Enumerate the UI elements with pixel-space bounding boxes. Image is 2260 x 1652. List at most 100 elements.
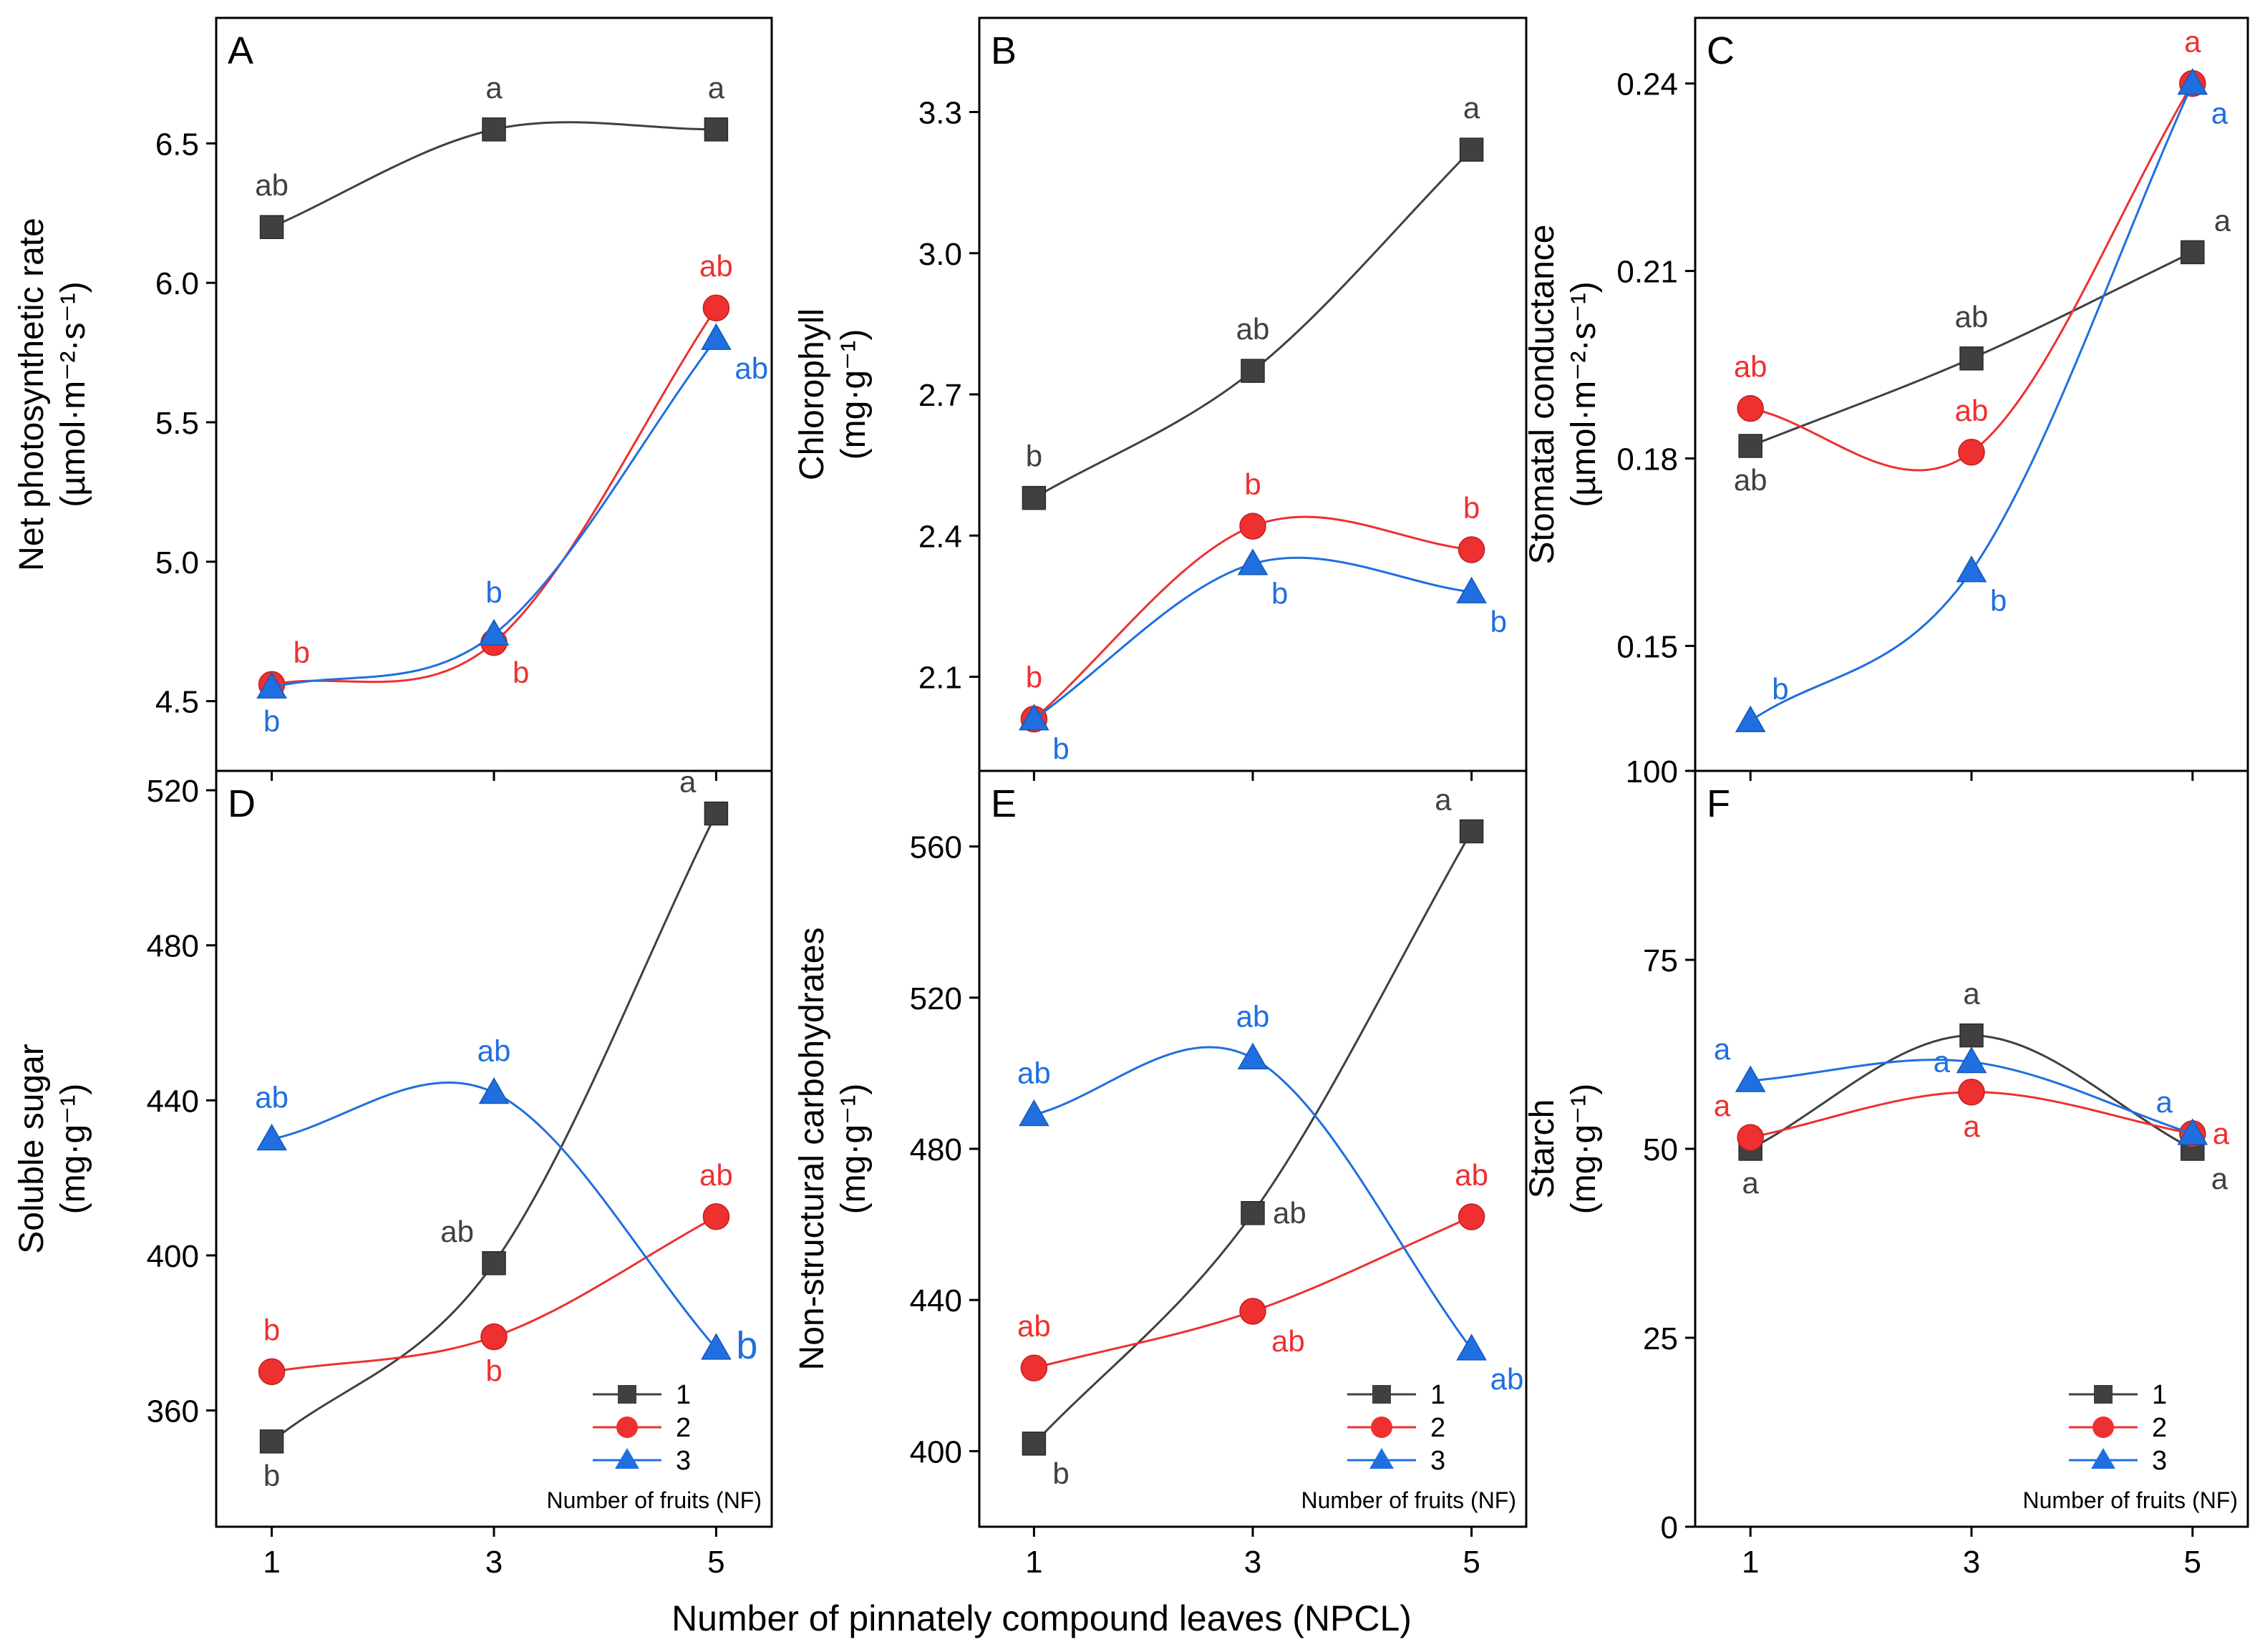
significance-letter: ab [734,351,768,385]
y-axis-label: Stomatal conductance (µmol·m⁻²·s⁻¹) [1523,225,1603,565]
legend-marker [2092,1417,2114,1438]
significance-letter: ab [1455,1158,1488,1192]
significance-letter: ab [1734,463,1767,497]
panel-a: 4.5 5.0 5.5 6.0 6.5 Net photosynthetic rate (µ… [13,16,773,781]
series-3: b b a [1735,68,2229,732]
series-2: ab ab ab [1017,1158,1488,1381]
significance-letter: ab [255,168,288,202]
data-point [1022,1432,1047,1456]
x-tick-label: 1 [263,1545,280,1580]
y-tick-label: 0.21 [1616,255,1678,290]
y-tick-label: 0.18 [1616,442,1678,477]
data-point [1959,346,1984,371]
series-line [271,307,717,686]
y-tick-label: 0.24 [1616,67,1678,102]
y-tick-label: 440 [910,1283,962,1318]
y-axis-label-line: (mg·g⁻¹) [54,1084,92,1215]
data-point [1458,536,1485,563]
series-3: a aa [1714,1032,2208,1145]
significance-letter: a [708,71,725,105]
series-1: ab ab a [1734,203,2231,497]
legend: 123 Number of fruits (NF) [2023,1380,2238,1513]
significance-letter: a [1714,1089,1731,1122]
legend-title: Number of fruits (NF) [547,1487,762,1513]
x-tick-label: 3 [485,1545,503,1580]
data-point [482,117,506,142]
series-2: b b ab [258,1158,733,1388]
y-tick-label: 360 [147,1394,199,1429]
significance-letter: b [1244,467,1261,501]
data-point [1735,1065,1766,1092]
significance-letter: a [1934,1045,1951,1079]
panel-d: 360 400 440 480 520 1 3 5 Soluble sugar (mg·g⁻¹) D… [13,765,773,1580]
data-point [480,1323,508,1351]
data-point [482,1251,506,1276]
y-axis-label-line: (mg·g⁻¹) [835,1084,873,1215]
y-tick-label: 4.5 [155,685,199,720]
series-line [271,1081,717,1349]
x-tick-label: 5 [707,1545,724,1580]
legend-title: Number of fruits (NF) [1301,1487,1516,1513]
significance-letter: b [736,1324,757,1367]
y-axis-label: Starch (mg·g⁻¹) [1523,1084,1603,1215]
legend: 123 Number of fruits (NF) [1301,1380,1516,1513]
x-tick-label: 5 [1463,1545,1480,1580]
significance-letter: ab [1236,999,1270,1033]
significance-letter: a [1435,782,1452,816]
data-point [1459,137,1484,162]
significance-letter: a [1742,1166,1760,1200]
y-tick-label: 100 [1626,754,1678,789]
significance-letter: b [1052,732,1069,766]
x-tick-label: 3 [1244,1545,1261,1580]
data-point [704,801,729,826]
legend-marker [2094,1385,2113,1404]
legend-marker [618,1385,636,1404]
legend-marker [1372,1385,1391,1404]
y-tick-label: 5.0 [155,545,199,580]
series-2: aa a [1714,1079,2230,1151]
data-point [258,1358,286,1386]
y-axis-label-line: (mg·g⁻¹) [1565,1084,1603,1215]
data-point [1020,1354,1048,1381]
series-line [1033,515,1472,720]
significance-letter: b [513,656,529,689]
x-tick-label: 5 [2184,1545,2201,1580]
y-tick-label: 3.3 [918,96,962,131]
y-tick-label: 50 [1643,1132,1678,1167]
data-point [1737,394,1764,422]
legend-label: 2 [1430,1413,1445,1443]
x-tick-label: 1 [1025,1545,1042,1580]
y-axis-label: Soluble sugar (mg·g⁻¹) [13,1044,92,1254]
significance-letter: a [1963,1109,1980,1143]
legend-label: 2 [676,1413,691,1443]
data-point [1735,705,1766,732]
data-point [259,1429,284,1454]
significance-letter: b [1990,584,2007,618]
data-point [1239,1298,1266,1325]
y-tick-label: 520 [147,774,199,809]
panel-label: C [1707,29,1735,72]
y-tick-label: 6.0 [155,266,199,301]
legend-title: Number of fruits (NF) [2023,1487,2238,1513]
y-tick-label: 5.5 [155,406,199,441]
significance-letter: a [2214,203,2231,237]
significance-letter: a [485,71,503,105]
x-tick-label: 3 [1963,1545,1980,1580]
y-tick-label: 400 [147,1239,199,1274]
panel-label: B [991,29,1017,72]
data-point [1959,1023,1984,1048]
significance-letter: ab [1955,300,1989,334]
significance-letter: b [1463,491,1480,525]
significance-letter: b [294,636,310,669]
data-point [1239,512,1266,540]
y-axis-label-line: (µmol·m⁻²·s⁻¹) [54,281,92,507]
x-tick-label: 1 [1742,1545,1759,1580]
significance-letter: ab [440,1215,474,1248]
significance-letter: a [679,765,697,799]
y-tick-label: 520 [910,981,962,1016]
y-axis-label: Non-structural carbohydrates (mg·g⁻¹) [793,928,873,1371]
significance-letter: ab [477,1034,511,1067]
y-tick-label: 480 [147,929,199,964]
